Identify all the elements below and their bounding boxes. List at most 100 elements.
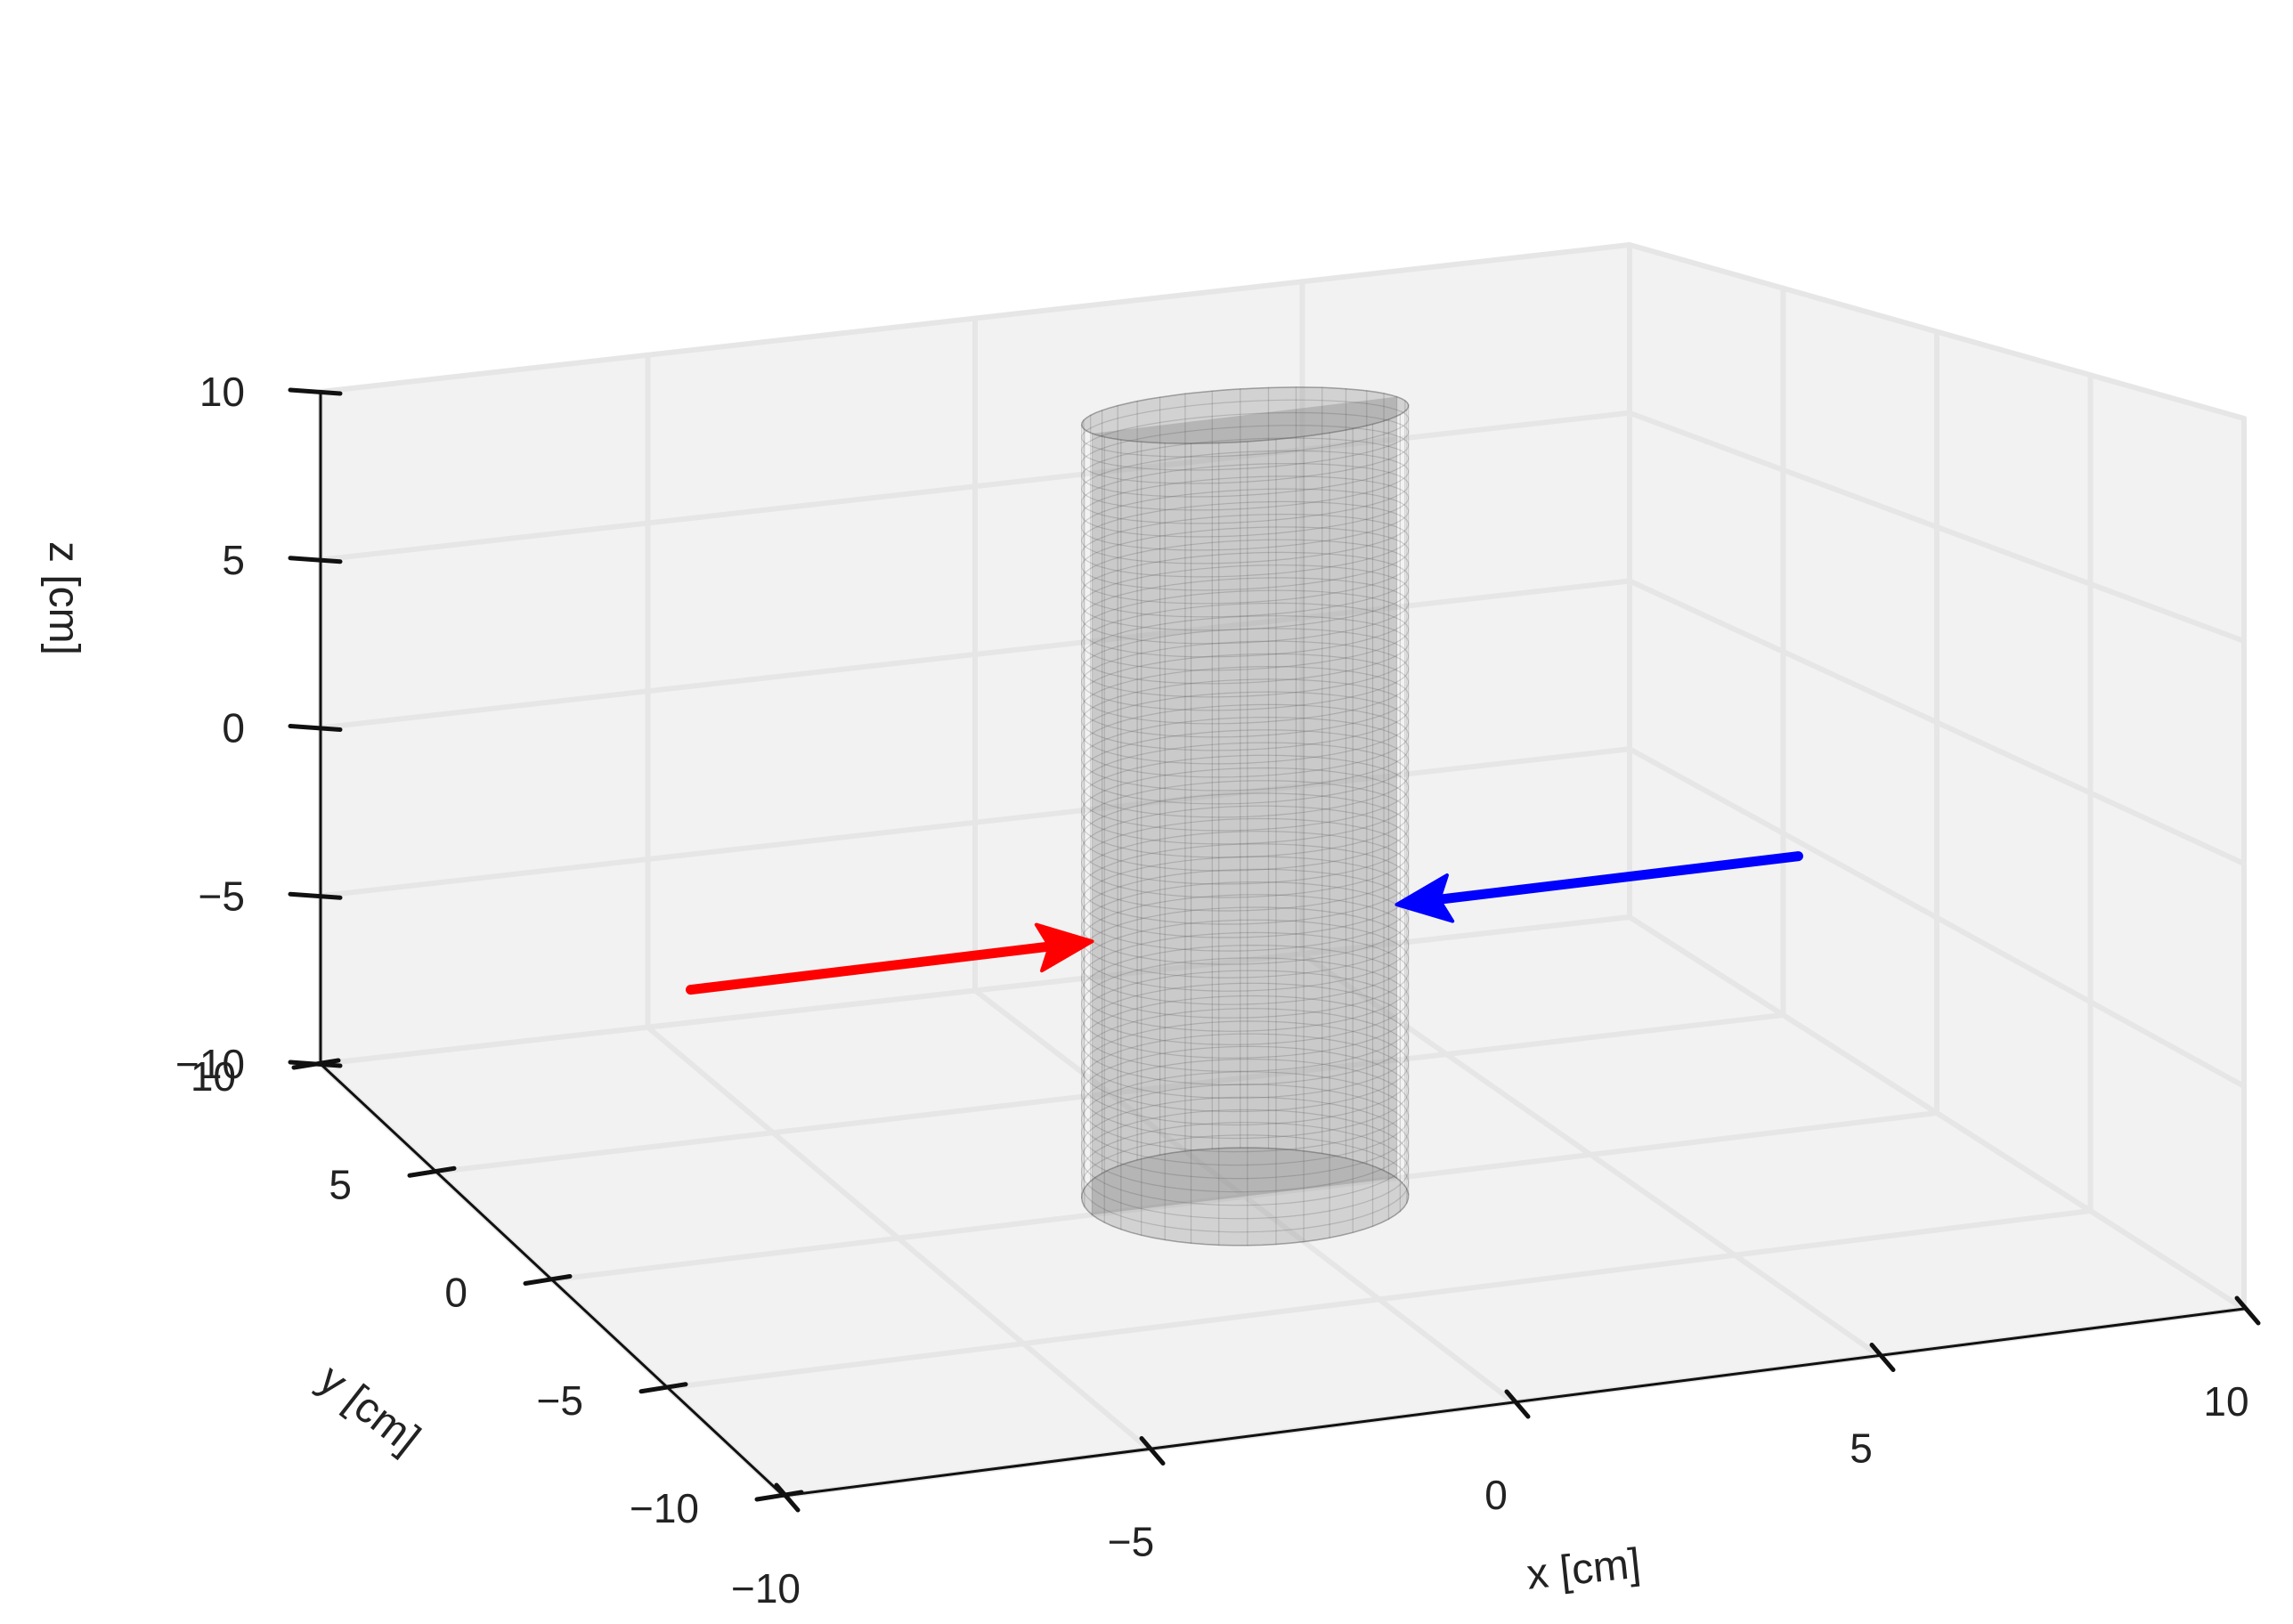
cylinder-ring — [1081, 539, 1410, 605]
x-tick-label: 10 — [2203, 1378, 2248, 1425]
x-tick-label: 5 — [1850, 1425, 1873, 1472]
cylinder-ring — [1081, 1058, 1410, 1153]
cylinder-ring — [1081, 780, 1410, 858]
arrow-shaft-1 — [686, 938, 1080, 995]
cylinder-ring — [1081, 1134, 1410, 1233]
y-tick — [638, 1382, 688, 1394]
x-tick-label: −10 — [731, 1565, 801, 1612]
y-tick-label: 10 — [191, 1053, 236, 1100]
cylinder-ring — [1081, 792, 1410, 872]
z-tick-label: −5 — [199, 873, 245, 919]
cylinder-ring — [1081, 919, 1410, 1005]
cylinder-ring — [1081, 817, 1410, 898]
grid-right-z — [1627, 578, 2247, 866]
cylinder-ring — [1081, 450, 1410, 511]
x-tick — [774, 1482, 801, 1513]
grid-floor-y — [434, 1012, 1786, 1175]
cylinder-ring — [1081, 488, 1410, 551]
z-tick-label: 0 — [222, 705, 245, 751]
grid-right-z — [1627, 242, 2247, 421]
grid-right-z — [1627, 746, 2247, 1089]
arrows — [686, 851, 1803, 995]
cylinder-ring — [1081, 462, 1410, 524]
z-tick — [288, 891, 343, 900]
cylinder-ring — [1081, 589, 1410, 658]
cylinder-ring — [1081, 831, 1410, 912]
cylinder-ring — [1081, 1033, 1410, 1126]
z-tick-label: −10 — [175, 1041, 245, 1087]
cylinder-ring — [1081, 665, 1410, 738]
cylinder-ring — [1081, 1071, 1410, 1166]
x-tick-label: 0 — [1484, 1472, 1508, 1518]
cylinder-ring — [1081, 628, 1410, 698]
cylinder-ring — [1081, 742, 1410, 818]
y-tick — [407, 1165, 457, 1178]
cylinder-ring — [1081, 944, 1410, 1032]
cylinder-ring — [1081, 399, 1410, 458]
grid-back-z — [318, 578, 1632, 731]
z-tick — [288, 556, 343, 564]
y-tick-label: 0 — [444, 1270, 468, 1316]
z-axis-title: z [cm] — [40, 541, 87, 655]
x-tick — [1869, 1343, 1896, 1372]
axis-lines — [288, 387, 2261, 1513]
cylinder-ring — [1081, 1020, 1410, 1113]
cylinder-ring — [1081, 526, 1410, 591]
cylinder-ring — [1081, 805, 1410, 885]
y-tick — [523, 1274, 573, 1286]
cylinder-body — [1092, 396, 1397, 1215]
cylinder-ring — [1081, 729, 1410, 805]
cylinder-ring — [1081, 703, 1410, 778]
grid-right-z — [1627, 914, 2247, 1311]
cylinder-ring — [1081, 906, 1410, 992]
cylinder-ring — [1081, 577, 1410, 645]
cylinder-ring — [1081, 564, 1410, 631]
y-axis-title: y [cm] — [310, 1356, 428, 1464]
cylinder-ring — [1081, 640, 1410, 711]
cylinder-ring — [1081, 1084, 1410, 1180]
cylinder-ring — [1081, 411, 1410, 471]
z-tick — [288, 1060, 343, 1068]
z-tick — [288, 387, 343, 396]
cylinder-ring — [1081, 1096, 1410, 1193]
y-tick-label: −10 — [630, 1485, 699, 1531]
y-tick — [754, 1490, 804, 1502]
grid-back-z — [318, 410, 1632, 563]
cylinder-ring — [1081, 931, 1410, 1019]
cylinder-ring — [1081, 970, 1410, 1059]
cylinder-ring — [1081, 995, 1410, 1086]
arrow-head-2 — [1395, 873, 1455, 923]
grid-floor-y — [665, 1208, 2094, 1391]
cylinder-ring — [1081, 691, 1410, 765]
floor-pane — [321, 917, 2244, 1496]
cylinder-ring — [1081, 551, 1410, 618]
y-tick-label: 5 — [329, 1161, 352, 1207]
cylinder-surface — [1080, 386, 1410, 1246]
cylinder-ring — [1081, 425, 1410, 484]
x-tick — [2234, 1295, 2261, 1326]
grid-back-z — [318, 242, 1632, 394]
cylinder-ring — [1081, 500, 1410, 564]
cylinder-ring — [1081, 894, 1410, 978]
z-tick-label: 10 — [199, 369, 245, 415]
cylinder-ring — [1081, 1122, 1410, 1220]
grid-back-z — [318, 746, 1632, 899]
x-tick — [1504, 1389, 1531, 1419]
cylinder-ring — [1081, 754, 1410, 832]
cylinder-ring — [1081, 615, 1410, 685]
cylinder-ring — [1081, 957, 1410, 1045]
cylinder-ring — [1081, 678, 1410, 751]
cylinder-ring — [1081, 868, 1410, 952]
cylinder-ring — [1081, 1108, 1410, 1206]
grid-right-z — [1627, 410, 2247, 644]
grid-back-z — [318, 914, 1632, 1067]
z-tick — [288, 724, 343, 732]
cylinder-bottom — [1080, 1147, 1410, 1246]
grid-floor-y — [549, 1110, 1939, 1283]
cylinder-ring — [1081, 475, 1410, 538]
cylinder-ring — [1081, 982, 1410, 1073]
cylinder-ring — [1081, 856, 1410, 938]
cylinder-ring — [1081, 653, 1410, 725]
